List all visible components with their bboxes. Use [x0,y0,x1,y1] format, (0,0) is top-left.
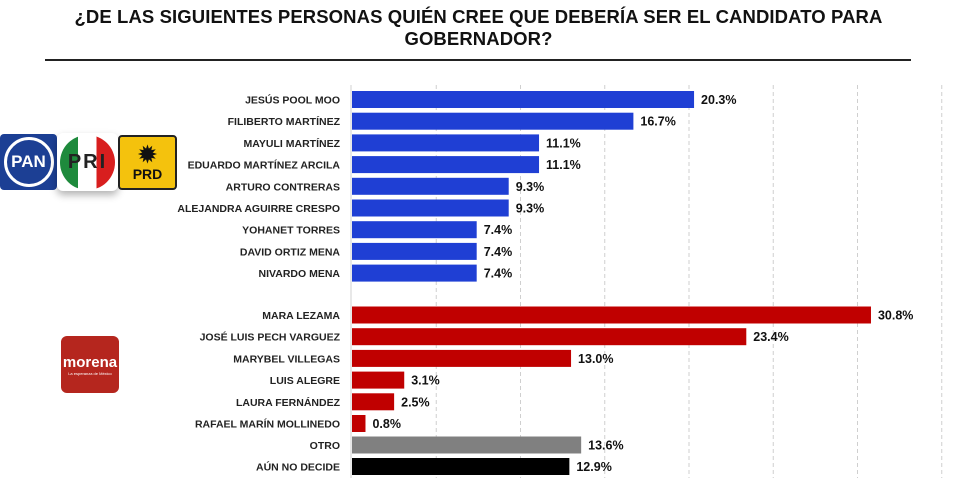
bar [352,458,570,475]
chart-title: ¿DE LAS SIGUIENTES PERSONAS QUIÉN CREE Q… [74,6,883,49]
category-label: JESÚS POOL MOO [245,94,340,107]
data-label: 9.3% [516,202,545,216]
data-label: 11.1% [546,158,581,172]
data-label: 7.4% [484,245,513,259]
category-label: FILIBERTO MARTÍNEZ [228,115,341,128]
data-label: 11.1% [546,136,581,150]
bar [352,221,477,239]
bar [352,371,405,389]
bar [352,112,634,130]
morena-logo: morena La esperanza de México [61,336,119,393]
category-label: MAYULI MARTÍNEZ [244,137,341,150]
bar [352,306,871,324]
bar [352,242,477,260]
title-divider [45,59,911,61]
pan-logo-text: PAN [3,137,54,187]
pri-logo-text: PRI [60,134,115,190]
prd-logo-text: PRD [132,165,163,182]
data-label: 20.3% [701,93,736,107]
data-label: 2.5% [401,395,430,409]
bar [352,436,582,454]
data-label: 9.3% [516,180,545,194]
data-label: 12.9% [576,460,611,474]
morena-tagline: La esperanza de México [68,370,112,376]
category-label: MARYBEL VILLEGAS [233,353,340,365]
data-label: 16.7% [640,115,675,129]
pan-logo: PAN [0,134,57,190]
category-label: YOHANET TORRES [242,225,340,237]
data-label: 7.4% [484,223,513,237]
pri-logo: PRI [57,133,118,191]
category-label: OTRO [310,440,340,452]
data-label: 23.4% [753,330,788,344]
data-label: 0.8% [372,417,401,431]
bar [352,199,509,217]
category-label: MARA LEZAMA [262,310,340,322]
category-label: RAFAEL MARÍN MOLLINEDO [195,418,340,431]
category-label: AÚN NO DECIDE [256,461,340,474]
category-label: LUIS ALEGRE [270,375,340,387]
category-label: ARTURO CONTRERAS [226,181,340,193]
bar [352,91,695,108]
bar [352,264,477,282]
category-label: JOSÉ LUIS PECH VARGUEZ [200,331,341,344]
data-label: 13.6% [588,439,623,453]
sun-icon: ✹ [138,141,157,167]
bar [352,156,540,174]
data-label: 3.1% [411,374,440,388]
category-label: EDUARDO MARTÍNEZ ARCILA [188,159,341,172]
bar [352,134,540,152]
prd-logo: ✹ PRD [118,135,177,190]
bar [352,415,366,432]
bar [352,393,395,411]
bar [352,177,509,195]
category-label: NIVARDO MENA [259,268,341,280]
data-label: 7.4% [484,267,513,281]
data-label: 13.0% [578,352,613,366]
category-label: LAURA FERNÁNDEZ [236,396,341,409]
morena-logo-text: morena [62,353,118,371]
category-label: DAVID ORTIZ MENA [240,246,341,258]
category-label: ALEJANDRA AGUIRRE CRESPO [177,203,340,215]
bar [352,349,572,367]
data-label: 30.8% [878,309,913,323]
bar [352,328,747,346]
